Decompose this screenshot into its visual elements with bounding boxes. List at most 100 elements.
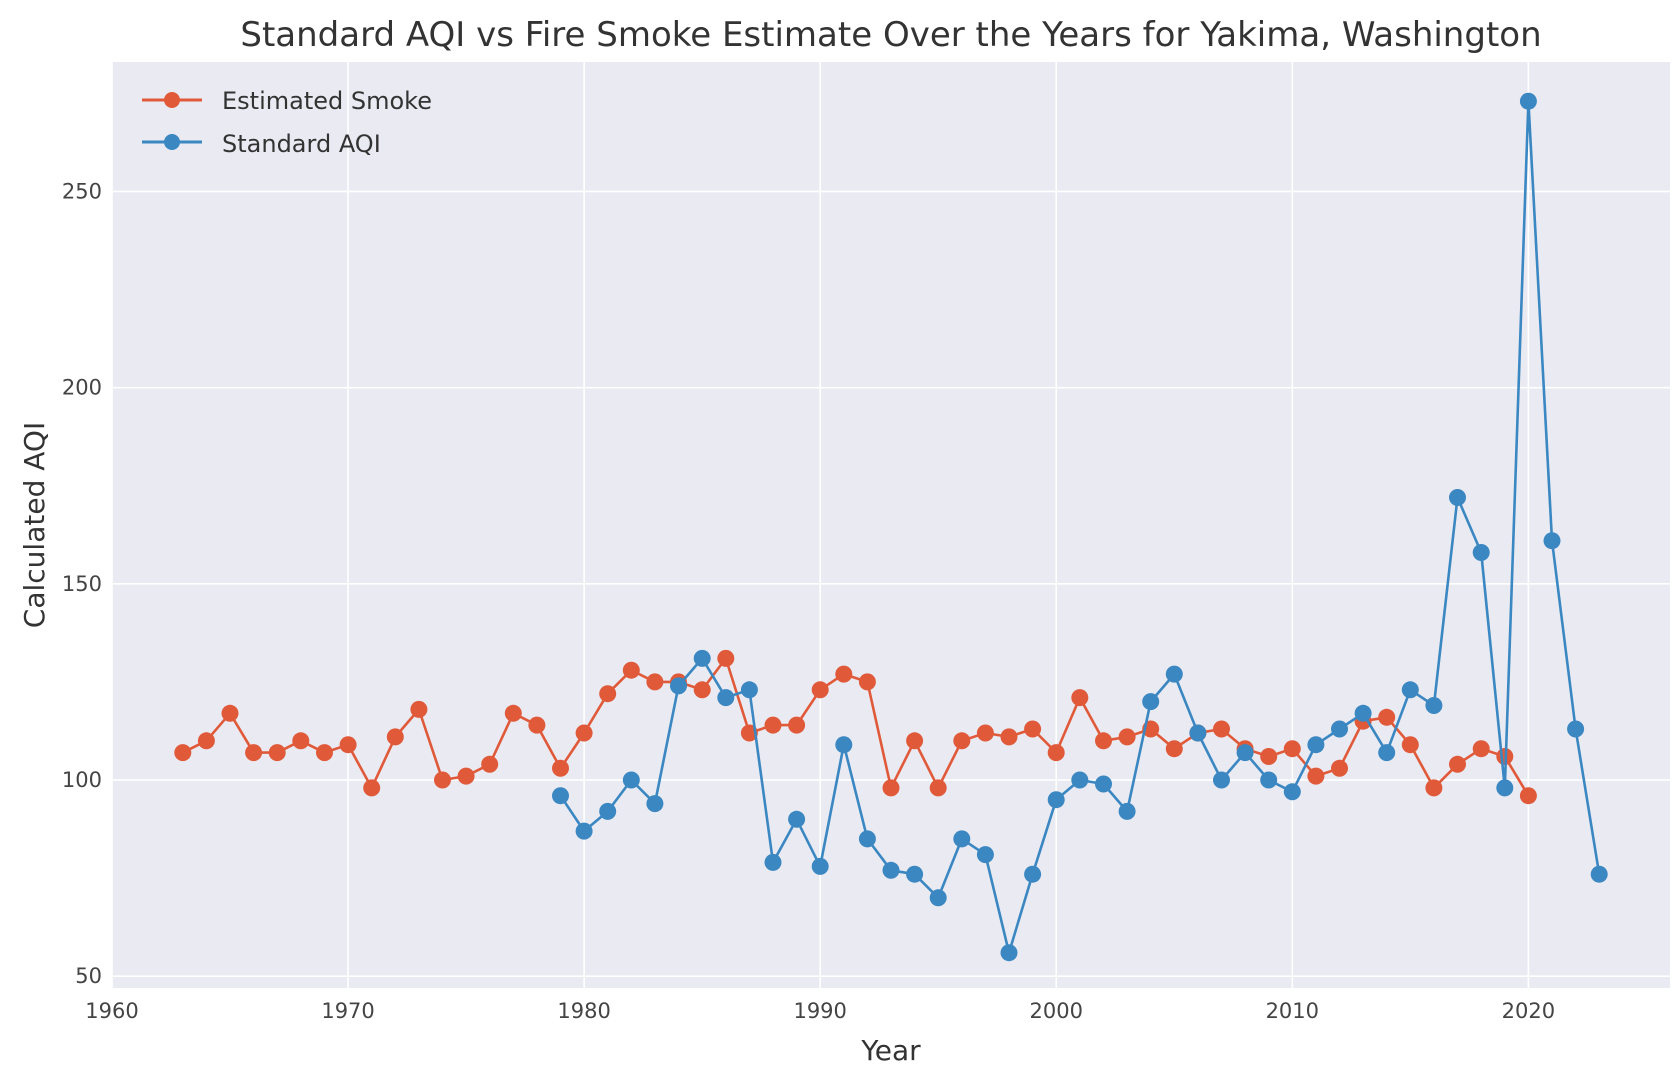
x-tick-label: 1970	[321, 999, 374, 1023]
data-point	[693, 681, 711, 699]
legend-swatch-marker	[164, 92, 180, 108]
x-tick-label: 2020	[1502, 999, 1555, 1023]
data-point	[1024, 720, 1042, 738]
data-point	[1449, 489, 1466, 506]
data-point	[882, 861, 900, 879]
data-point	[906, 732, 924, 750]
data-point	[646, 795, 664, 813]
data-point	[953, 732, 971, 750]
data-point	[552, 759, 569, 777]
data-point	[1354, 704, 1372, 722]
y-tick-label: 150	[62, 572, 102, 596]
data-point	[646, 673, 664, 691]
data-point	[764, 853, 782, 871]
data-point	[434, 771, 451, 789]
data-point	[1047, 791, 1065, 809]
data-point	[858, 830, 876, 848]
data-point	[528, 716, 546, 734]
data-point	[811, 681, 829, 699]
data-point	[788, 716, 806, 734]
x-tick-label: 2000	[1030, 999, 1083, 1023]
data-point	[1260, 748, 1278, 765]
data-point	[174, 744, 192, 762]
legend-item-estimated-smoke: Estimated Smoke	[142, 87, 432, 115]
data-point	[1095, 775, 1112, 793]
data-point	[1331, 759, 1348, 777]
data-point	[1590, 865, 1608, 883]
y-tick-label: 50	[75, 964, 102, 988]
data-point	[858, 673, 876, 691]
data-point	[976, 846, 994, 864]
data-point	[1519, 787, 1537, 805]
x-tick-label: 1990	[793, 999, 846, 1023]
legend-item-standard-aqi: Standard AQI	[142, 130, 381, 158]
data-point	[1307, 767, 1325, 785]
data-point	[1095, 732, 1112, 750]
data-point	[1307, 736, 1325, 754]
data-point	[906, 865, 924, 883]
data-point	[1213, 720, 1230, 738]
series-standard-aqi	[552, 92, 1608, 962]
data-point	[1165, 740, 1183, 758]
y-axis-label: Calculated AQI	[18, 422, 51, 628]
data-point	[1543, 532, 1561, 550]
data-point	[386, 728, 404, 746]
data-point	[292, 732, 310, 750]
data-point	[1567, 720, 1585, 738]
y-tick-label: 100	[62, 768, 102, 792]
data-point	[1236, 744, 1254, 762]
data-point	[953, 830, 971, 848]
data-point	[1283, 740, 1301, 758]
data-point	[504, 704, 522, 722]
data-point	[622, 661, 640, 679]
data-point	[575, 822, 593, 840]
data-point	[552, 787, 569, 805]
data-point	[764, 716, 782, 734]
data-point	[1071, 689, 1089, 707]
data-point	[1118, 802, 1136, 820]
data-point	[1425, 779, 1443, 797]
data-point	[622, 771, 640, 789]
data-point	[670, 677, 687, 695]
data-point	[835, 665, 853, 683]
data-point	[363, 779, 381, 797]
y-tick-label: 200	[62, 376, 102, 400]
data-point	[1331, 720, 1348, 738]
data-point	[811, 857, 829, 875]
x-tick-label: 1980	[557, 999, 610, 1023]
data-point	[410, 700, 428, 718]
data-point	[1000, 944, 1018, 962]
x-tick-label: 1960	[85, 999, 138, 1023]
data-point	[1047, 744, 1065, 762]
x-tick-label: 2010	[1266, 999, 1319, 1023]
data-point	[835, 736, 853, 754]
legend-label-standard-aqi: Standard AQI	[222, 130, 381, 158]
data-point	[245, 744, 263, 762]
series-estimated-smoke	[174, 649, 1537, 805]
data-point	[1165, 665, 1183, 683]
data-point	[481, 755, 499, 773]
data-point	[1449, 755, 1466, 773]
data-point	[1425, 697, 1443, 714]
tick-labels: 1960 1970 1980 1990 2000 2010 2020 50 100 150 200 2…	[62, 179, 1555, 1023]
data-point	[740, 681, 758, 699]
series-layer	[174, 92, 1608, 962]
data-point	[197, 732, 215, 750]
series-line	[182, 657, 1530, 797]
data-point	[1189, 724, 1207, 742]
data-point	[1260, 771, 1278, 789]
data-point	[1472, 740, 1490, 758]
data-point	[1142, 693, 1160, 711]
data-point	[1213, 771, 1230, 789]
data-point	[1378, 744, 1396, 762]
data-point	[1024, 865, 1042, 883]
data-point	[1472, 544, 1490, 561]
data-point	[717, 689, 735, 707]
data-point	[788, 810, 806, 828]
data-point	[1401, 681, 1419, 699]
data-point	[717, 649, 735, 667]
legend-swatch-marker	[164, 134, 180, 150]
data-point	[976, 724, 994, 742]
data-point	[1378, 708, 1396, 726]
